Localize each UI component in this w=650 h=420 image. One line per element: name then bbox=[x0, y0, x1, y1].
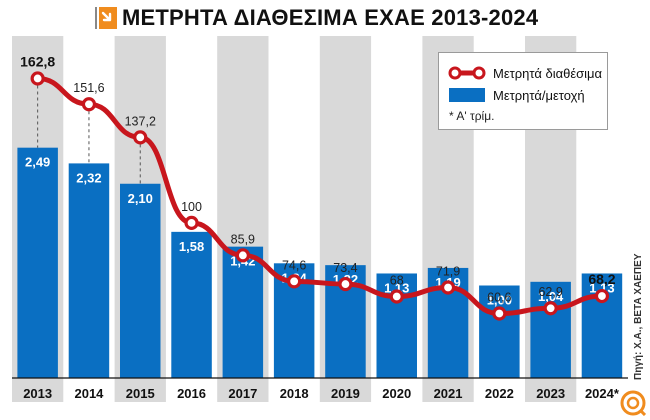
bar-value-label: 1,13 bbox=[384, 280, 409, 295]
x-tick-label: 2017 bbox=[228, 386, 257, 401]
x-tick-label: 2024* bbox=[585, 386, 620, 401]
line-marker bbox=[389, 289, 404, 304]
bar-value-label: 2,10 bbox=[128, 191, 153, 206]
line-value-label: 85,9 bbox=[231, 232, 255, 246]
bar-value-label: 2,32 bbox=[76, 170, 101, 185]
line-markers bbox=[30, 71, 610, 321]
legend-line-swatch bbox=[448, 66, 486, 80]
line-value-label: 162,8 bbox=[20, 53, 55, 69]
legend-item-line: Μετρητά διαθέσιμα bbox=[447, 63, 602, 83]
line-marker bbox=[338, 276, 353, 292]
line-value-label: 100 bbox=[181, 200, 202, 214]
line-marker bbox=[30, 71, 45, 86]
legend-line-label: Μετρητά διαθέσιμα bbox=[493, 65, 603, 81]
x-tick-label: 2021 bbox=[434, 386, 463, 401]
line-marker bbox=[81, 97, 97, 112]
line-value-label: 62,9 bbox=[538, 285, 562, 299]
legend: Μετρητά διαθέσιμα Μετρητά/μετοχή * Α' τρ… bbox=[438, 52, 608, 130]
x-tick-label: 2014 bbox=[74, 386, 104, 401]
line-value-label: 151,6 bbox=[73, 81, 104, 95]
header-bar: ΜΕΤΡΗΤΑ ΔΙΑΘΕΣΙΜΑ ΕΧΑΕ 2013-2024 bbox=[0, 0, 650, 36]
x-tick-label: 2019 bbox=[331, 386, 360, 401]
line-value-label: 68,2 bbox=[588, 271, 615, 287]
line-value-label: 73,4 bbox=[333, 261, 357, 275]
line-marker bbox=[594, 288, 610, 304]
line-value-label: 71,9 bbox=[436, 265, 460, 279]
bar-value-label: 1,13 bbox=[589, 280, 614, 295]
legend-bar-label: Μετρητά/μετοχή bbox=[493, 87, 585, 103]
bar-value-label: 1,04 bbox=[538, 289, 564, 304]
x-tick-label: 2022 bbox=[485, 386, 514, 401]
publisher-logo-icon bbox=[620, 390, 646, 416]
bar-value-label: 1,00 bbox=[487, 293, 512, 308]
x-tick-label: 2018 bbox=[280, 386, 309, 401]
line-marker bbox=[287, 274, 302, 289]
legend-item-bar: Μετρητά/μετοχή bbox=[447, 85, 585, 105]
line-value-label: 60,6 bbox=[487, 291, 511, 305]
x-tick-label: 2020 bbox=[382, 386, 411, 401]
line-marker bbox=[235, 248, 250, 263]
source-wrap: Πηγή: Χ.Α., ΒΕΤΑ ΧΑΕΠΕΥ bbox=[632, 253, 646, 381]
x-tick-label: 2015 bbox=[126, 386, 155, 401]
line-marker bbox=[492, 306, 507, 321]
bars bbox=[17, 147, 623, 378]
bar-2015 bbox=[120, 183, 161, 378]
line-marker bbox=[543, 301, 558, 316]
bar-value-label: 1,58 bbox=[179, 239, 204, 254]
arrow-mark-icon bbox=[95, 7, 117, 29]
bar-2022 bbox=[479, 285, 520, 378]
x-tick-labels: 2013 2014 2015 2016 2017 2018 2019 2020 2021 2022… bbox=[23, 386, 620, 401]
bar-2016 bbox=[171, 231, 212, 378]
line-value-label: 68 bbox=[390, 274, 404, 288]
bar-2014 bbox=[68, 163, 110, 378]
source-note: Πηγή: Χ.Α., ΒΕΤΑ ΧΑΕΠΕΥ bbox=[633, 253, 644, 381]
line-marker bbox=[440, 280, 456, 295]
x-tick-label: 2023 bbox=[536, 386, 565, 401]
line-labels: 162,8 151,6 137,2 100 85,9 74,6 73,4 68 71,9 60,6… bbox=[20, 53, 616, 304]
x-tick-label: 2016 bbox=[177, 386, 206, 401]
legend-note: * Α' τρίμ. bbox=[449, 109, 495, 123]
x-tick-label: 2013 bbox=[23, 386, 52, 401]
bar-2017 bbox=[222, 246, 264, 378]
dashed-guides bbox=[37, 85, 141, 184]
line-marker bbox=[133, 130, 148, 145]
bar-2023 bbox=[530, 281, 571, 378]
bar-2013 bbox=[17, 147, 58, 378]
chart-title: ΜΕΤΡΗΤΑ ΔΙΑΘΕΣΙΜΑ ΕΧΑΕ 2013-2024 bbox=[122, 5, 539, 30]
line-marker bbox=[184, 215, 199, 230]
line-value-label: 137,2 bbox=[125, 114, 156, 128]
legend-bar-swatch bbox=[449, 88, 485, 102]
bar-value-label: 2,49 bbox=[25, 155, 50, 170]
line-value-label: 74,6 bbox=[282, 258, 306, 272]
